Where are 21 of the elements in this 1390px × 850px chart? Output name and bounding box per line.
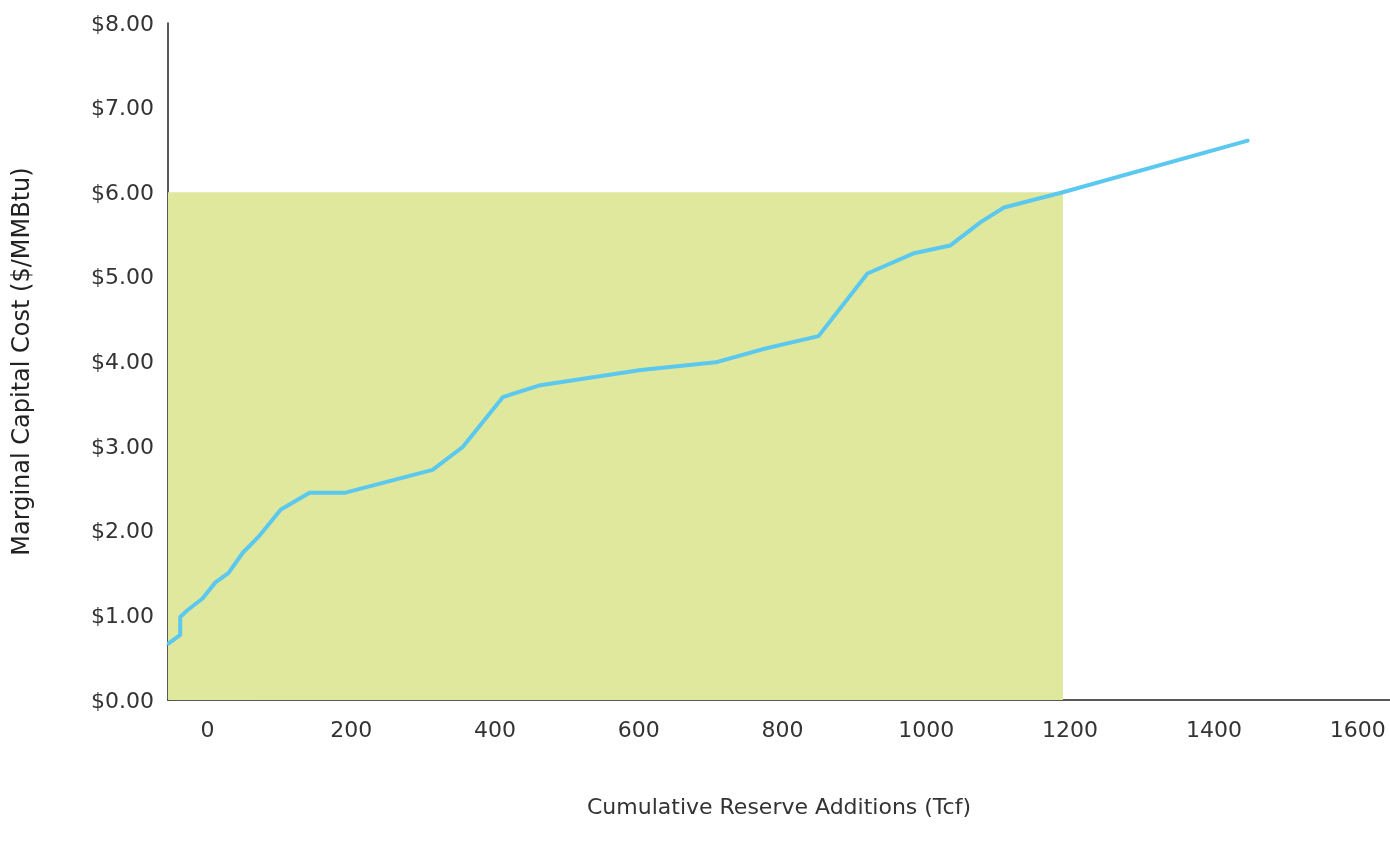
y-tick-label: $4.00 — [91, 349, 154, 374]
x-tick-label: 200 — [330, 716, 373, 742]
x-tick-label: 0 — [200, 716, 215, 742]
x-tick-label: 1200 — [1042, 716, 1099, 742]
y-tick-label: $2.00 — [91, 518, 154, 544]
line-series — [166, 138, 1250, 646]
x-tick-label: 600 — [617, 716, 660, 742]
x-tick-label: 1600 — [1329, 716, 1386, 742]
x-axis-title: Cumulative Reserve Additions (Tcf) — [587, 793, 971, 819]
y-tick-label: $1.00 — [91, 602, 154, 628]
x-tick-label: 1400 — [1185, 716, 1242, 742]
x-tick-label: 800 — [761, 716, 804, 742]
x-tick-label: 1000 — [898, 716, 955, 742]
y-tick-label: $0.00 — [91, 687, 154, 713]
y-tick-label: $7.00 — [91, 95, 154, 121]
y-tick-label: $5.00 — [91, 264, 154, 290]
y-tick-label: $3.00 — [91, 433, 154, 459]
y-tick-label: $6.00 — [91, 179, 154, 205]
x-tick-label: 400 — [474, 716, 517, 742]
y-tick-label: $8.00 — [91, 10, 154, 36]
y-axis-title: Marginal Capital Cost ($/MMBtu) — [7, 167, 35, 556]
